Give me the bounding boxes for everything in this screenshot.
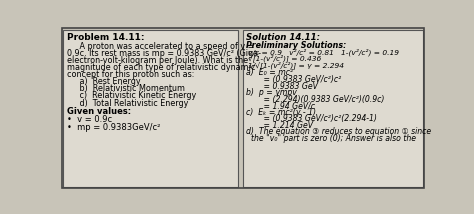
Text: c)  Relativistic Kinetic Energy: c) Relativistic Kinetic Energy — [67, 91, 196, 100]
Bar — [63, 30, 238, 187]
Text: electron-volt-kilogram per Joule). What is the: electron-volt-kilogram per Joule). What … — [67, 56, 248, 65]
Text: = 1.94 GeV/c: = 1.94 GeV/c — [246, 101, 315, 110]
Text: √[1-(v²/c²)] = 0.436: √[1-(v²/c²)] = 0.436 — [247, 55, 321, 62]
Text: •  mp = 0.9383GeV/c²: • mp = 0.9383GeV/c² — [67, 123, 160, 132]
Text: 1/√[1-(v²/c²)] = γ = 2.294: 1/√[1-(v²/c²)] = γ = 2.294 — [247, 61, 344, 69]
Text: = (0.9383 GeV/c²)c²(2.294-1): = (0.9383 GeV/c²)c²(2.294-1) — [246, 114, 377, 123]
Text: v/c = 0.9   v²/c² = 0.81   1-(v²/c²) = 0.19: v/c = 0.9 v²/c² = 0.81 1-(v²/c²) = 0.19 — [247, 48, 399, 55]
Text: 0.9c. Its rest mass is mp = 0.9383 GeV/c² (Giga-: 0.9c. Its rest mass is mp = 0.9383 GeV/c… — [67, 49, 261, 58]
Text: d)  Total Relativistic Energy: d) Total Relativistic Energy — [67, 98, 188, 107]
Text: •  v = 0.9c: • v = 0.9c — [67, 115, 112, 124]
Bar — [243, 30, 423, 187]
Text: Given values:: Given values: — [67, 107, 131, 116]
Text: = (2.294)(0.9383 GeV/c²)(0.9c): = (2.294)(0.9383 GeV/c²)(0.9c) — [246, 95, 384, 104]
Text: b)  Relativistic Momentum: b) Relativistic Momentum — [67, 84, 185, 93]
Text: b)  p = γmpv: b) p = γmpv — [246, 88, 297, 97]
Text: magnitude of each type of relativistic dynamic: magnitude of each type of relativistic d… — [67, 63, 255, 72]
Text: concept for this proton such as:: concept for this proton such as: — [67, 70, 194, 79]
Text: = 0.9383 GeV: = 0.9383 GeV — [246, 82, 318, 91]
Text: Problem 14.11:: Problem 14.11: — [67, 33, 145, 42]
Text: = (0.9383 GeV/c²)c²: = (0.9383 GeV/c²)c² — [246, 75, 341, 84]
Text: = 1.214 GeV: = 1.214 GeV — [246, 121, 313, 130]
Text: a)  Rest Energy: a) Rest Energy — [67, 77, 141, 86]
Text: c)  Eₖ = mc²(γ - 1): c) Eₖ = mc²(γ - 1) — [246, 108, 316, 117]
Text: A proton was accelerated to a speed of v =: A proton was accelerated to a speed of v… — [67, 42, 255, 51]
Text: Solution 14.11:: Solution 14.11: — [246, 33, 320, 42]
Text: Preliminary Solutions:: Preliminary Solutions: — [246, 41, 346, 50]
Text: d)  The equation ③ reduces to equation ① since: d) The equation ③ reduces to equation ① … — [246, 127, 431, 136]
Text: the "v₀" part is zero (0); Answer is also the: the "v₀" part is zero (0); Answer is als… — [246, 134, 416, 143]
Text: a)  E₀ = mc²: a) E₀ = mc² — [246, 68, 293, 77]
